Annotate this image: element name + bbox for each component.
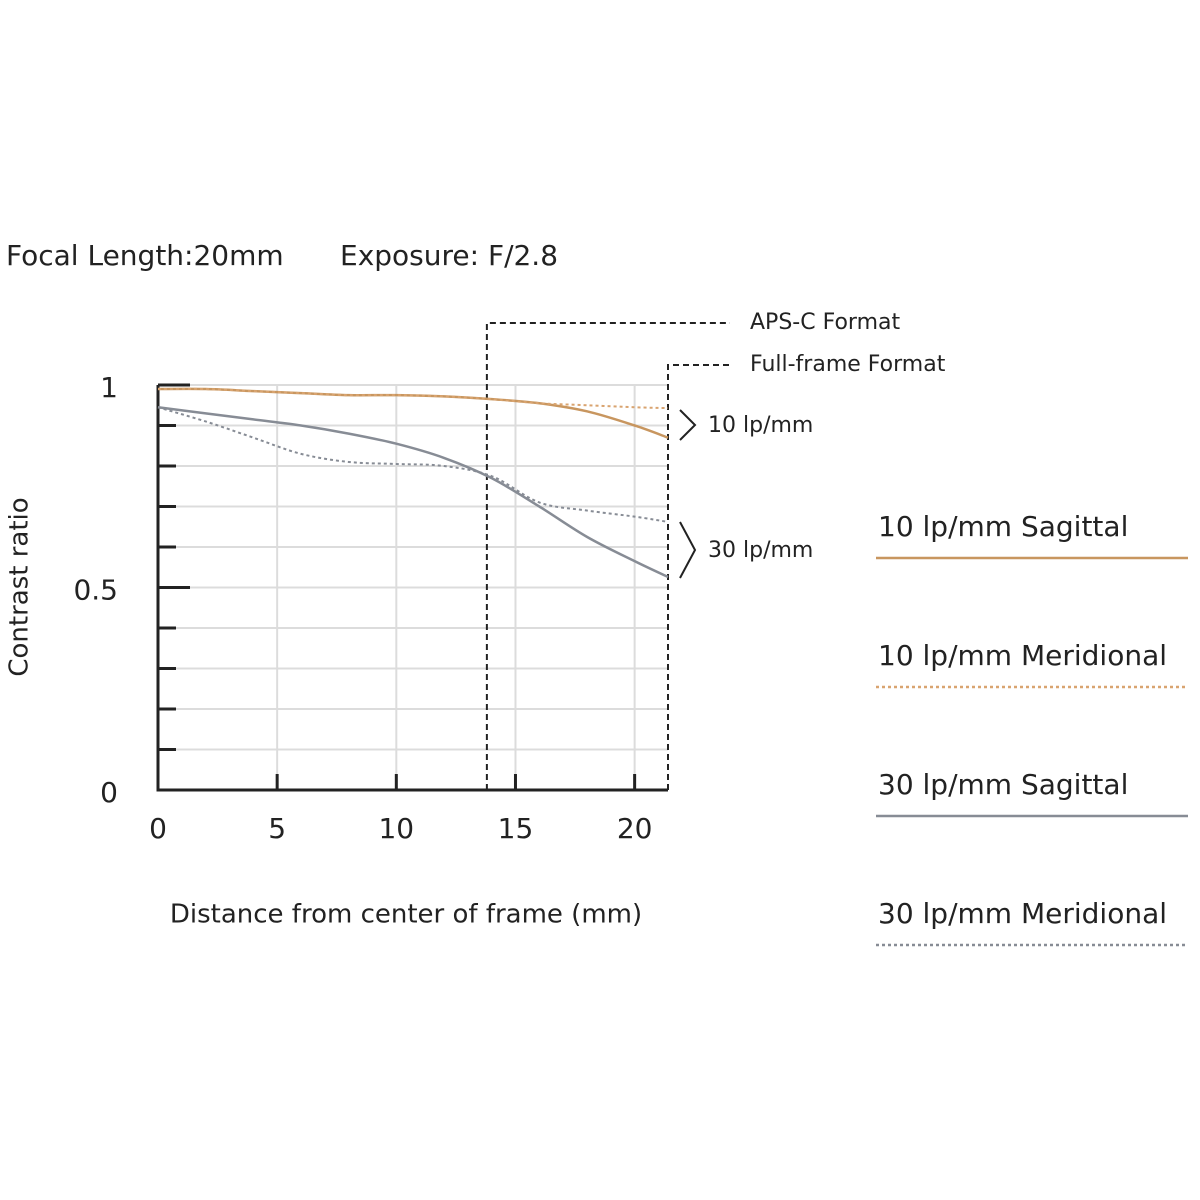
group-label: 10 lp/mm — [708, 413, 813, 438]
format-line — [667, 364, 730, 790]
bracket — [679, 521, 697, 579]
y-tick-label: 0 — [100, 776, 118, 809]
legend-label: 30 lp/mm Sagittal — [878, 768, 1128, 801]
x-tick-label: 10 — [378, 812, 414, 845]
series-line — [157, 406, 669, 523]
chart-title: Exposure: F/2.8 — [340, 239, 558, 272]
x-tick-label: 0 — [149, 812, 167, 845]
x-tick-label: 20 — [617, 812, 653, 845]
y-axis-label: Contrast ratio — [5, 497, 35, 676]
series-line — [157, 387, 669, 410]
group-label: 30 lp/mm — [708, 538, 813, 563]
series-line — [157, 406, 669, 579]
axis — [156, 385, 668, 792]
legend-label: 10 lp/mm Sagittal — [878, 510, 1128, 543]
x-axis-label: Distance from center of frame (mm) — [170, 900, 642, 930]
format-label: APS-C Format — [750, 310, 900, 335]
legend-label: 10 lp/mm Meridional — [878, 639, 1167, 672]
bracket — [679, 409, 697, 441]
y-tick-label: 0.5 — [73, 574, 118, 607]
chart-title: Focal Length:20mm — [6, 239, 284, 272]
legend-label: 30 lp/mm Meridional — [878, 897, 1167, 930]
format-label: Full-frame Format — [750, 352, 946, 377]
format-line — [485, 322, 730, 790]
y-tick-label: 1 — [100, 371, 118, 404]
x-tick-label: 15 — [498, 812, 534, 845]
x-tick-label: 5 — [268, 812, 286, 845]
